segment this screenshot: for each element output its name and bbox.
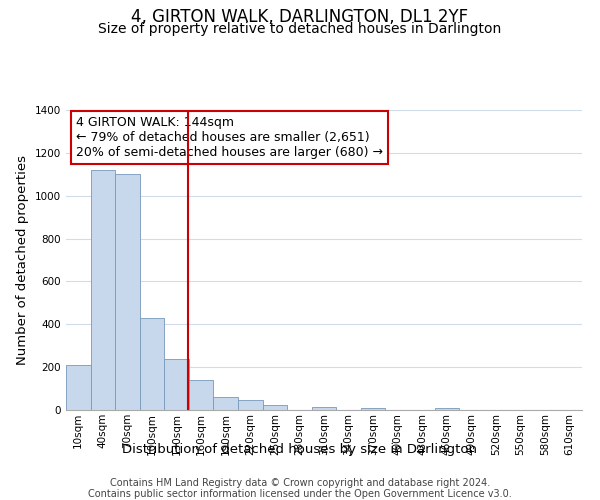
Text: Size of property relative to detached houses in Darlington: Size of property relative to detached ho… xyxy=(98,22,502,36)
Bar xyxy=(263,404,287,410)
Bar xyxy=(312,407,336,410)
Text: Distribution of detached houses by size in Darlington: Distribution of detached houses by size … xyxy=(122,442,478,456)
Bar xyxy=(66,365,91,410)
Text: Contains HM Land Registry data © Crown copyright and database right 2024.: Contains HM Land Registry data © Crown c… xyxy=(110,478,490,488)
Bar xyxy=(214,397,238,410)
Bar xyxy=(91,170,115,410)
Bar xyxy=(361,408,385,410)
Bar xyxy=(115,174,140,410)
Y-axis label: Number of detached properties: Number of detached properties xyxy=(16,155,29,365)
Bar xyxy=(189,380,214,410)
Bar xyxy=(140,318,164,410)
Bar xyxy=(434,408,459,410)
Bar xyxy=(238,400,263,410)
Text: 4 GIRTON WALK: 144sqm
← 79% of detached houses are smaller (2,651)
20% of semi-d: 4 GIRTON WALK: 144sqm ← 79% of detached … xyxy=(76,116,383,159)
Text: 4, GIRTON WALK, DARLINGTON, DL1 2YF: 4, GIRTON WALK, DARLINGTON, DL1 2YF xyxy=(131,8,469,26)
Bar xyxy=(164,358,189,410)
Text: Contains public sector information licensed under the Open Government Licence v3: Contains public sector information licen… xyxy=(88,489,512,499)
